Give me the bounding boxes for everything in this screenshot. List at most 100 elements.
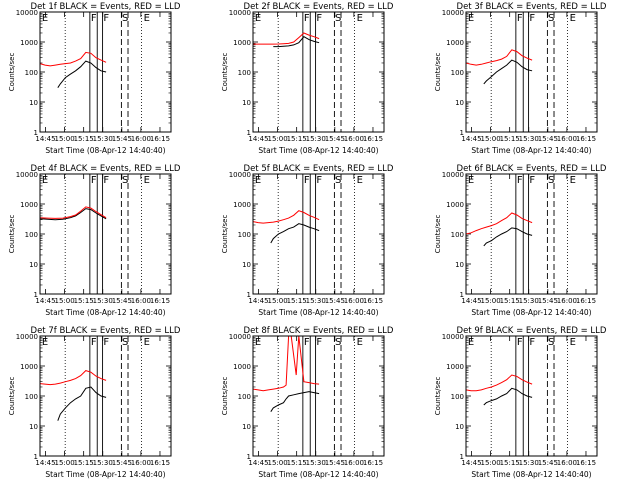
marker-letter: F bbox=[316, 13, 322, 24]
x-axis-label: Start Time (08-Apr-12 14:40:40) bbox=[471, 470, 591, 479]
x-tick-label: 15:45 bbox=[538, 297, 558, 305]
events-series-line bbox=[483, 387, 533, 406]
lld-series-line bbox=[252, 335, 320, 392]
x-tick-label: 15:15 bbox=[74, 297, 94, 305]
y-tick-label: 1 bbox=[460, 129, 464, 137]
marker-letter: E bbox=[42, 175, 48, 186]
x-tick-label: 15:15 bbox=[500, 459, 520, 467]
y-tick-label: 10000 bbox=[229, 9, 251, 17]
lld-series-line bbox=[465, 374, 533, 392]
marker-letter: F bbox=[529, 337, 535, 348]
y-tick-label: 100 bbox=[451, 231, 464, 239]
marker-letter: F bbox=[316, 337, 322, 348]
marker-letter: E bbox=[357, 337, 363, 348]
y-tick-label: 10 bbox=[29, 261, 38, 269]
y-tick-label: 100 bbox=[25, 231, 38, 239]
x-tick-label: 14:45 bbox=[461, 135, 481, 143]
y-tick-label: 1 bbox=[247, 453, 251, 461]
events-series-line bbox=[270, 391, 320, 412]
panel-title: Det 9f BLACK = Events, RED = LLD bbox=[457, 326, 607, 336]
marker-letter: F bbox=[304, 175, 310, 186]
x-tick-label: 15:30 bbox=[519, 459, 539, 467]
x-tick-label: 16:00 bbox=[557, 459, 577, 467]
x-axis-label: Start Time (08-Apr-12 14:40:40) bbox=[471, 146, 591, 155]
y-tick-label: 10000 bbox=[16, 171, 38, 179]
x-tick-label: 15:45 bbox=[325, 135, 345, 143]
x-tick-label: 16:00 bbox=[344, 459, 364, 467]
y-tick-label: 1000 bbox=[20, 363, 38, 371]
y-tick-label: 1 bbox=[34, 453, 38, 461]
y-axis-label: Counts/sec bbox=[221, 377, 229, 416]
y-tick-label: 10 bbox=[242, 261, 251, 269]
y-tick-label: 100 bbox=[238, 231, 251, 239]
plot-frame bbox=[252, 335, 385, 457]
x-tick-label: 16:00 bbox=[344, 135, 364, 143]
y-tick-label: 1 bbox=[247, 129, 251, 137]
x-tick-label: 16:00 bbox=[131, 297, 151, 305]
x-tick-label: 15:45 bbox=[112, 135, 132, 143]
y-axis-label: Counts/sec bbox=[8, 53, 16, 92]
marker-letter: E bbox=[255, 13, 261, 24]
marker-letter: E bbox=[570, 337, 576, 348]
plot-frame bbox=[252, 11, 385, 133]
panel-det-6: Det 6f BLACK = Events, RED = LLD Counts/s… bbox=[434, 164, 607, 317]
x-tick-label: 16:15 bbox=[363, 297, 383, 305]
y-tick-label: 10000 bbox=[442, 171, 464, 179]
x-tick-label: 16:15 bbox=[363, 135, 383, 143]
y-tick-label: 100 bbox=[451, 393, 464, 401]
x-tick-label: 16:15 bbox=[576, 459, 596, 467]
events-series-line bbox=[39, 208, 107, 221]
y-tick-label: 10000 bbox=[442, 9, 464, 17]
x-tick-label: 16:00 bbox=[557, 297, 577, 305]
panel-det-4: Det 4f BLACK = Events, RED = LLD Counts/s… bbox=[8, 164, 181, 317]
x-tick-label: 16:00 bbox=[131, 459, 151, 467]
lld-series-line bbox=[465, 49, 533, 66]
y-tick-label: 1000 bbox=[233, 39, 251, 47]
x-axis-label: Start Time (08-Apr-12 14:40:40) bbox=[258, 146, 378, 155]
x-tick-label: 15:00 bbox=[267, 297, 287, 305]
events-series-line bbox=[483, 59, 533, 85]
lld-series-line bbox=[253, 32, 320, 45]
marker-letter: E bbox=[144, 337, 150, 348]
marker-letter: F bbox=[316, 175, 322, 186]
plot-frame bbox=[39, 335, 172, 457]
y-axis-label: Counts/sec bbox=[8, 377, 16, 416]
x-tick-label: 15:30 bbox=[306, 297, 326, 305]
marker-letter: E bbox=[468, 13, 474, 24]
plot-frame bbox=[252, 173, 385, 295]
x-tick-label: 15:30 bbox=[519, 297, 539, 305]
panel-det-8: Det 8f BLACK = Events, RED = LLD Counts/s… bbox=[221, 326, 394, 479]
plot-frame bbox=[39, 173, 172, 295]
y-tick-label: 10 bbox=[29, 423, 38, 431]
marker-letter: F bbox=[91, 175, 97, 186]
x-tick-label: 15:45 bbox=[112, 297, 132, 305]
x-tick-label: 14:45 bbox=[35, 459, 55, 467]
lld-series-line bbox=[39, 206, 107, 219]
x-tick-label: 15:00 bbox=[480, 459, 500, 467]
x-tick-label: 15:30 bbox=[519, 135, 539, 143]
x-tick-label: 14:45 bbox=[248, 459, 268, 467]
marker-letter: F bbox=[103, 337, 109, 348]
marker-letter: F bbox=[103, 13, 109, 24]
y-tick-label: 10 bbox=[242, 423, 251, 431]
marker-letter: F bbox=[304, 13, 310, 24]
marker-letter: E bbox=[255, 337, 261, 348]
y-tick-label: 1 bbox=[247, 291, 251, 299]
y-tick-label: 10 bbox=[455, 261, 464, 269]
marker-letter: S bbox=[122, 175, 128, 186]
y-tick-label: 1000 bbox=[446, 201, 464, 209]
marker-letter: E bbox=[357, 13, 363, 24]
x-tick-label: 15:45 bbox=[325, 459, 345, 467]
y-tick-label: 1000 bbox=[233, 201, 251, 209]
panel-det-2: Det 2f BLACK = Events, RED = LLD Counts/s… bbox=[221, 2, 394, 155]
panel-det-7: Det 7f BLACK = Events, RED = LLD Counts/s… bbox=[8, 326, 181, 479]
x-tick-label: 16:00 bbox=[131, 135, 151, 143]
panel-det-1: Det 1f BLACK = Events, RED = LLD Counts/s… bbox=[8, 2, 181, 155]
x-tick-label: 15:15 bbox=[74, 459, 94, 467]
x-axis-label: Start Time (08-Apr-12 14:40:40) bbox=[45, 146, 165, 155]
x-tick-label: 16:15 bbox=[150, 459, 170, 467]
marker-letter: F bbox=[103, 175, 109, 186]
marker-letter: F bbox=[529, 13, 535, 24]
panel-title: Det 6f BLACK = Events, RED = LLD bbox=[457, 164, 607, 174]
